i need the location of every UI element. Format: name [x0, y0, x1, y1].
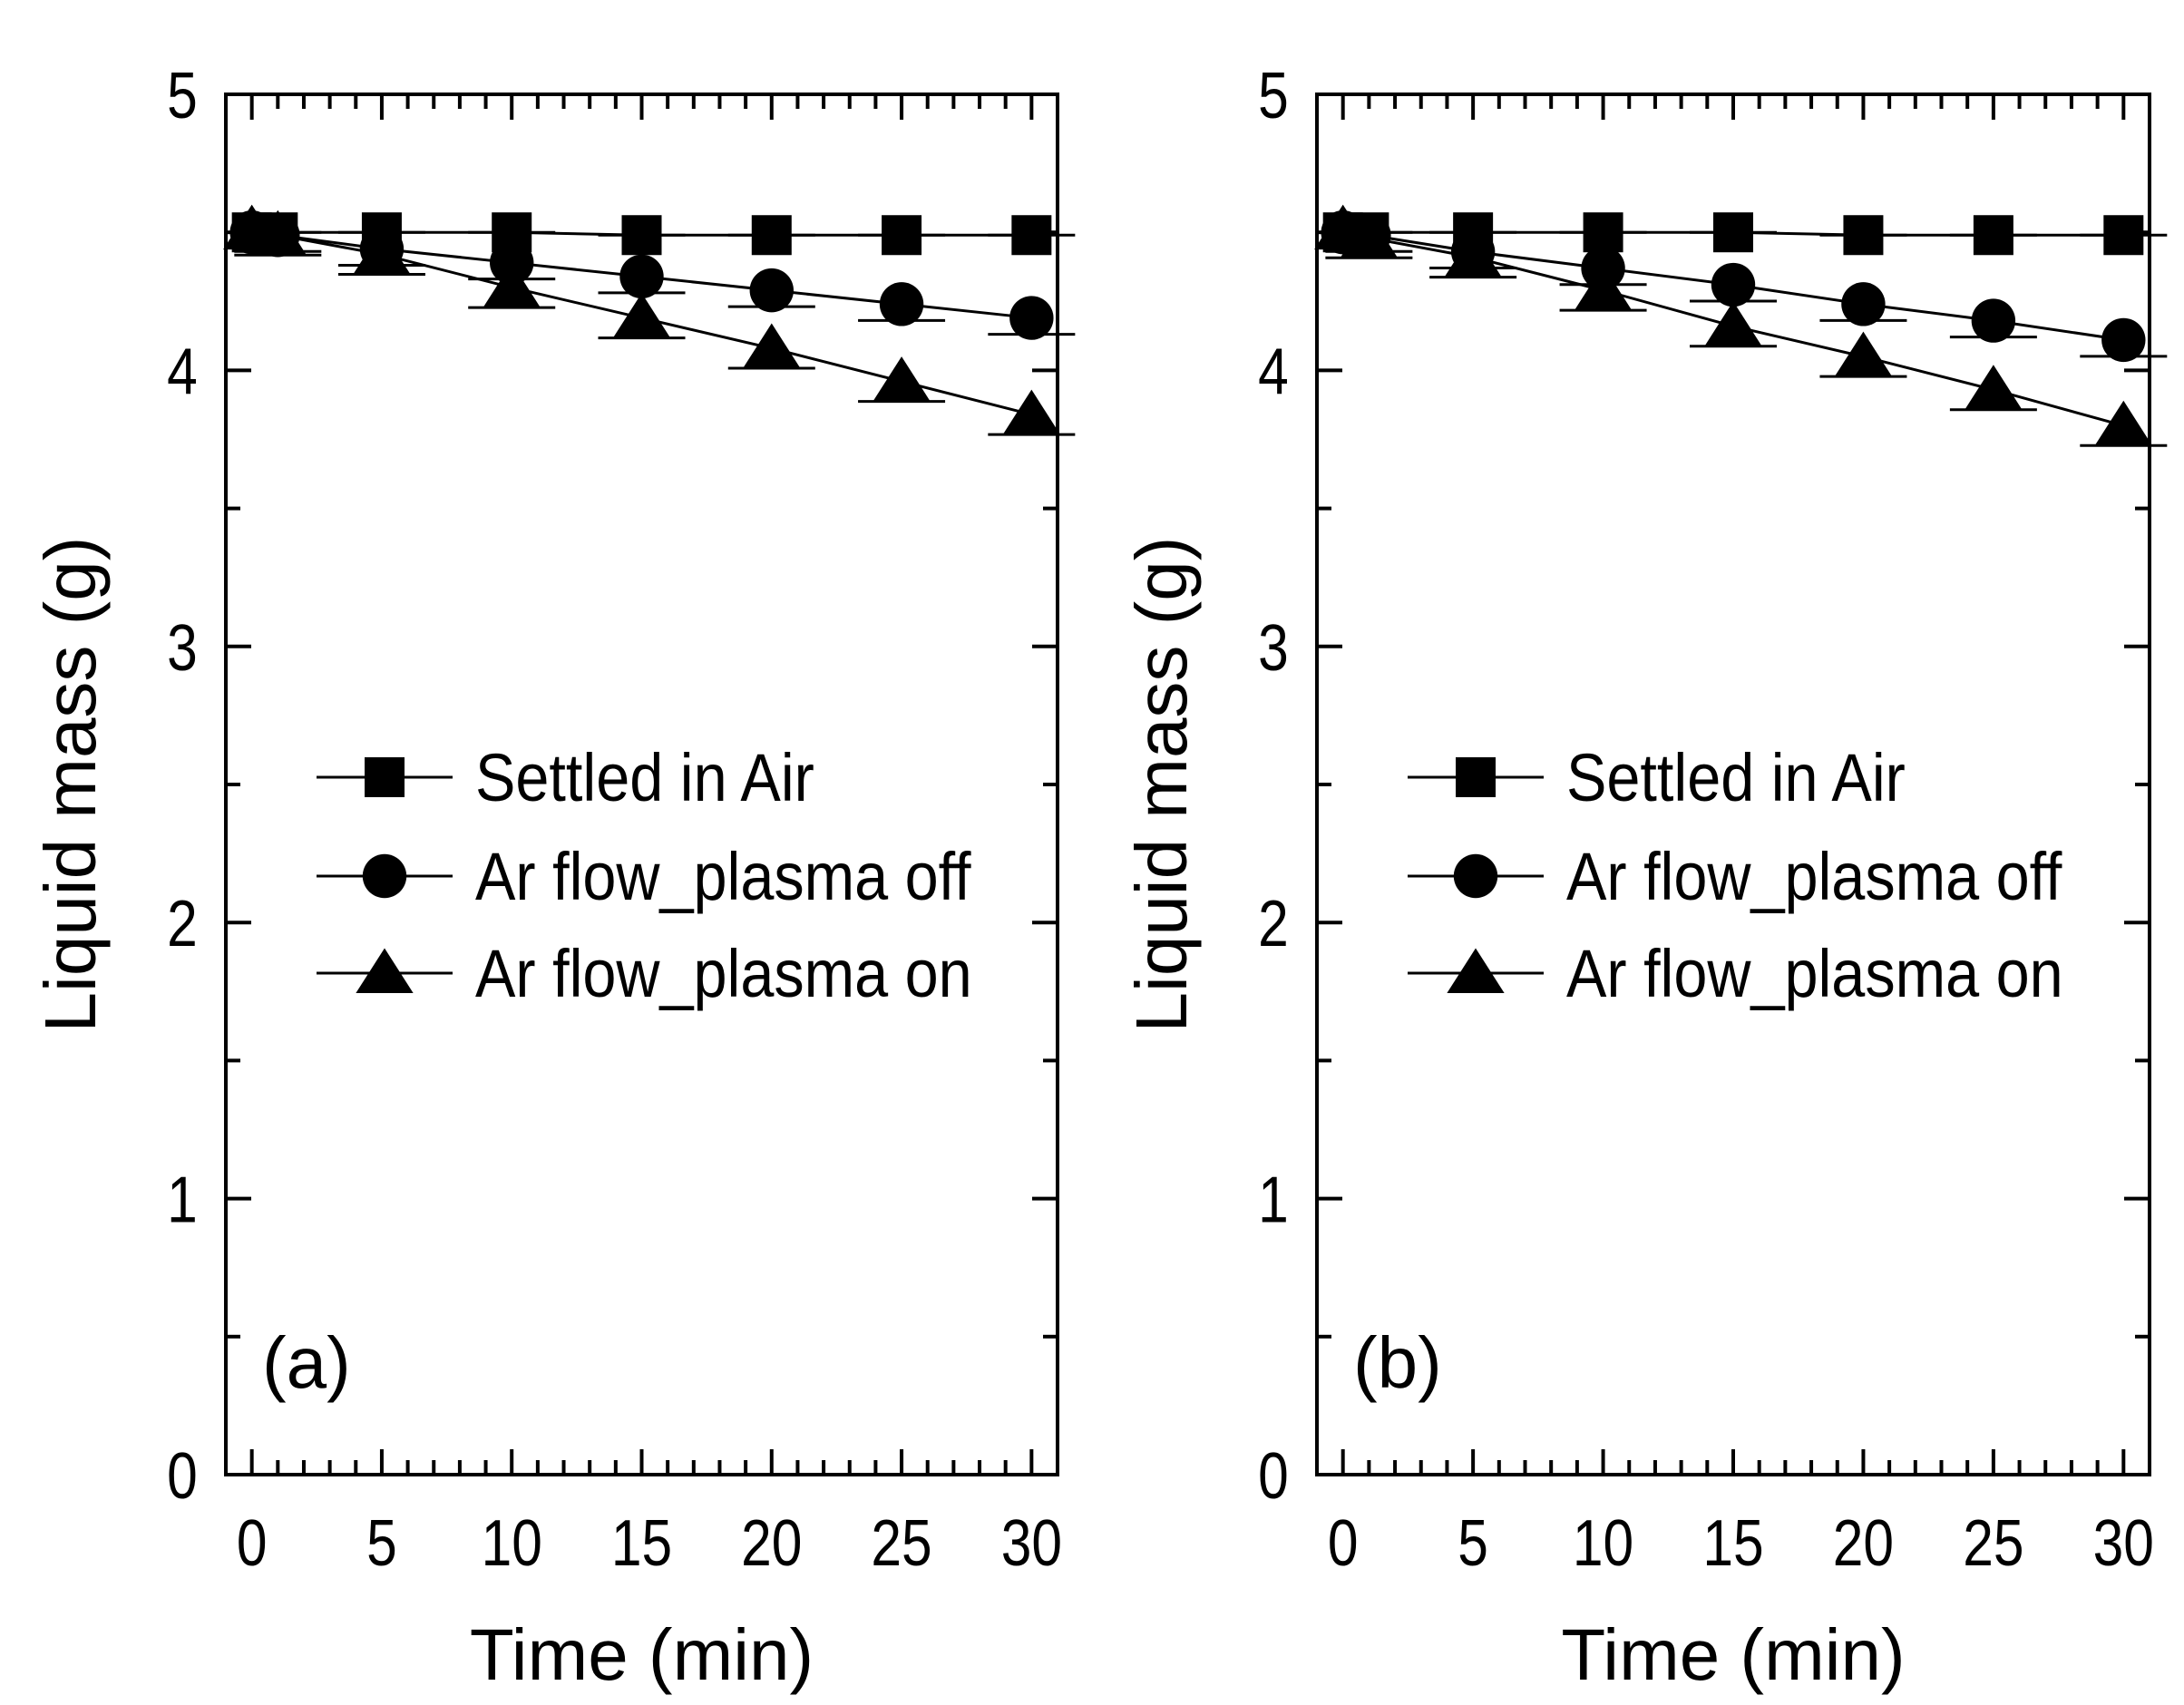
square-data-point [1973, 215, 2013, 256]
x-tick-label: 30 [1001, 1507, 1062, 1580]
x-tick-label: 25 [871, 1507, 931, 1580]
x-tick-label: 5 [366, 1507, 397, 1580]
triangle-data-point [483, 262, 541, 308]
y-tick-label: 4 [1258, 336, 1289, 409]
x-axis-label: Time (min) [470, 1614, 814, 1695]
triangle-data-point [873, 356, 931, 402]
square-data-point [1011, 215, 1052, 256]
x-tick-label: 20 [741, 1507, 802, 1580]
y-tick-label: 5 [1258, 60, 1289, 132]
x-tick-label: 5 [1458, 1507, 1488, 1580]
x-tick-label: 0 [237, 1507, 268, 1580]
square-data-point [2103, 215, 2144, 256]
circle-data-point [619, 254, 664, 299]
chart-panel-2: 0 5 10 15 20 25 30 0 1 2 3 4 5 Time (min) Liquid mass … [1121, 60, 2168, 1695]
legend-label: Ar flow_plasma off [1566, 839, 2062, 914]
legend-label: Settled in Air [1566, 740, 1906, 815]
circle-data-point [1711, 262, 1756, 307]
panel-label: (b) [1353, 1322, 1442, 1403]
y-tick-label: 3 [167, 612, 198, 685]
triangle-data-point [1574, 265, 1633, 311]
square-data-point [1843, 215, 1884, 256]
circle-data-point [1971, 298, 2016, 343]
legend-label: Ar flow_plasma on [475, 936, 972, 1011]
legend-square-icon [365, 757, 405, 797]
y-tick-label: 2 [167, 888, 198, 960]
circle-data-point [2101, 317, 2146, 363]
circle-data-point [1841, 282, 1886, 326]
x-tick-label: 10 [482, 1507, 542, 1580]
square-data-point [882, 215, 922, 256]
series-triangle [223, 204, 1076, 436]
circle-data-point [879, 282, 924, 326]
square-data-point [1713, 212, 1753, 253]
legend-square-icon [1456, 757, 1496, 797]
panel-label: (a) [262, 1322, 351, 1403]
circle-data-point [749, 268, 794, 313]
chart-panel-1: 0 5 10 15 20 25 30 0 1 2 3 4 5 Time (min) Liquid mass … [30, 60, 1076, 1695]
y-tick-label: 1 [1258, 1164, 1289, 1237]
triangle-data-point [249, 209, 307, 256]
x-tick-label: 0 [1328, 1507, 1359, 1580]
x-tick-label: 15 [611, 1507, 672, 1580]
x-tick-label: 20 [1833, 1507, 1894, 1580]
x-tick-label: 10 [1573, 1507, 1633, 1580]
legend-label: Ar flow_plasma on [1566, 936, 2063, 1011]
y-tick-label: 0 [1258, 1440, 1289, 1513]
legend: Settled in Air Ar flow_plasma off Ar flow_… [317, 740, 972, 1011]
y-tick-label: 5 [167, 60, 198, 132]
triangle-data-point [1002, 389, 1060, 435]
x-axis-label: Time (min) [1561, 1614, 1905, 1695]
triangle-data-point [353, 229, 411, 275]
triangle-data-point [1704, 301, 1762, 346]
triangle-data-point [1834, 331, 1893, 377]
y-tick-label: 1 [167, 1164, 198, 1237]
legend-circle-icon [1453, 853, 1498, 899]
series-square [231, 212, 1076, 256]
square-data-point [621, 215, 662, 256]
series-triangle [1314, 204, 2168, 447]
triangle-data-point [612, 293, 671, 338]
triangle-data-point [1965, 365, 2023, 410]
square-data-point [751, 215, 792, 256]
triangle-data-point [743, 323, 801, 369]
x-tick-label: 30 [2093, 1507, 2154, 1580]
y-axis-label: Liquid mass (g) [1121, 537, 1202, 1033]
triangle-data-point [1444, 232, 1502, 278]
legend-label: Ar flow_plasma off [475, 839, 971, 914]
y-tick-label: 3 [1258, 612, 1289, 685]
x-tick-label: 15 [1702, 1507, 1763, 1580]
legend: Settled in Air Ar flow_plasma off Ar flow_… [1408, 740, 2063, 1011]
y-tick-label: 2 [1258, 888, 1289, 960]
square-data-point [1583, 212, 1623, 253]
legend-circle-icon [362, 853, 407, 899]
legend-label: Settled in Air [475, 740, 814, 815]
triangle-data-point [2094, 400, 2152, 446]
y-tick-label: 4 [167, 336, 198, 409]
y-axis-label: Liquid mass (g) [30, 537, 111, 1033]
y-tick-label: 0 [167, 1440, 198, 1513]
legend-triangle-icon [356, 948, 414, 993]
x-tick-label: 25 [1963, 1507, 2023, 1580]
circle-data-point [1009, 296, 1054, 340]
triangle-data-point [1340, 212, 1398, 258]
legend-triangle-icon [1447, 948, 1505, 993]
